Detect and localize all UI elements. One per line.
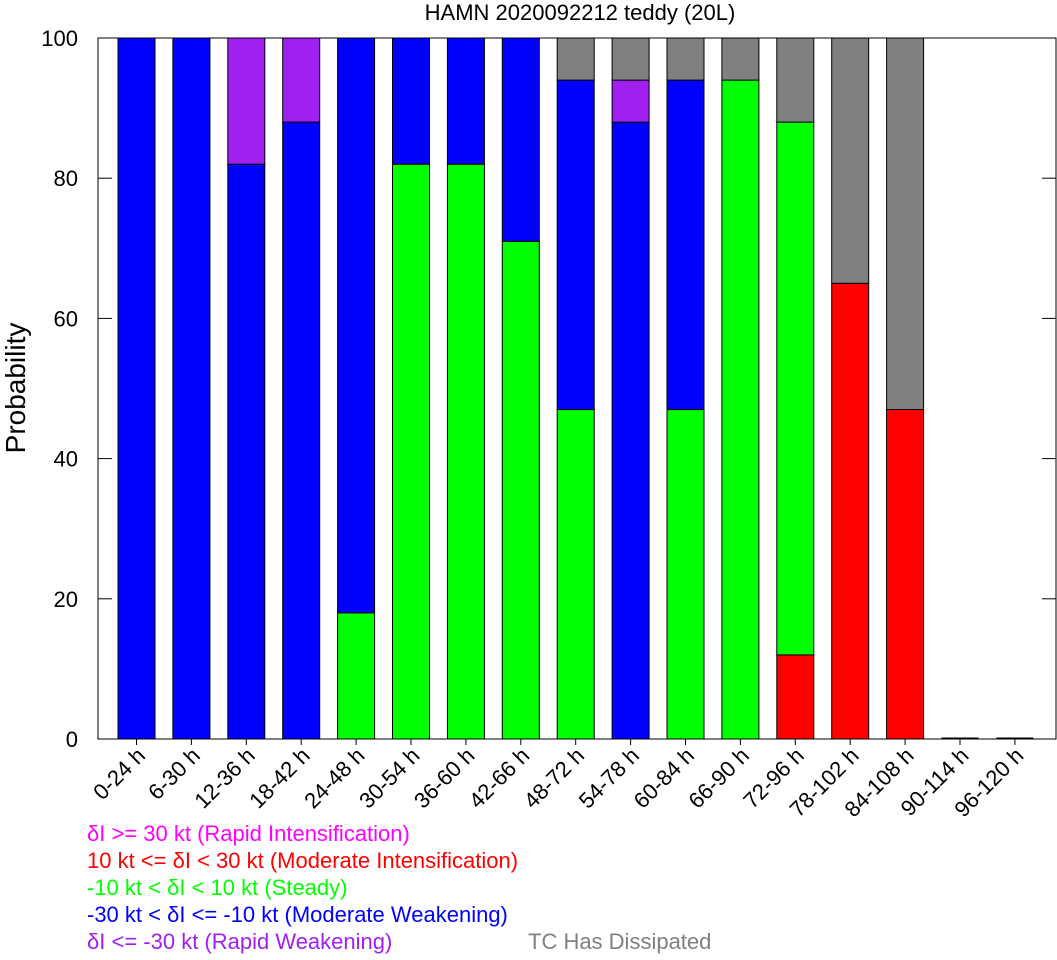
bar-segment [721,37,760,81]
legend-item-rapid-intensification: δI >= 30 kt (Rapid Intensification) [87,821,410,846]
bar-segment [117,37,156,740]
bar-segment [446,37,485,165]
bar-segment [392,37,430,165]
bar-segment [227,37,266,165]
bar-segment [886,37,925,410]
legend-item-steady: -10 kt < δI < 10 kt (Steady) [87,875,348,900]
bar-segment [776,37,815,123]
bar-segment [446,163,485,740]
bar-segment [172,37,211,740]
legend-item-tc-dissipated: TC Has Dissipated [528,929,712,954]
bar-segment [282,37,321,123]
bar-segment [611,121,650,740]
y-tick-label: 0 [66,727,78,752]
plot-frame [97,37,1057,740]
bar-segment [501,37,540,242]
y-tick-label: 60 [54,306,78,331]
x-tick-label: 0-24 h [88,743,150,805]
x-tick-label: 30-54 h [354,743,424,813]
legend-item-rapid-weakening: δI <= -30 kt (Rapid Weakening) [87,929,393,954]
y-tick-label: 80 [54,166,78,191]
x-tick-label: 36-60 h [409,743,479,813]
bar-segment [282,121,321,740]
x-tick-label: 12-36 h [189,743,259,813]
bar-segment [831,282,870,740]
y-axis: 0 20 40 60 80 100 [41,26,1056,752]
x-tick-label: 48-72 h [519,743,589,813]
bar-segment [227,163,266,740]
bar-segment [666,409,705,740]
bar-segment [556,409,595,740]
bar-segment [721,79,760,740]
bar-segment [392,163,430,740]
bar-segment [337,612,376,740]
x-tick-label: 60-84 h [629,743,699,813]
x-tick-label: 42-66 h [464,743,534,813]
bar-segment [666,79,705,411]
x-tick-label: 54-78 h [574,743,644,813]
y-axis-label: Probability [0,323,31,454]
y-tick-label: 20 [54,587,78,612]
chart-title: HAMN 2020092212 teddy (20L) [424,0,736,25]
y-tick-label: 100 [41,26,78,51]
bar-segment [666,37,705,81]
x-tick-label: 24-48 h [299,743,369,813]
bar-segment [337,37,376,614]
x-tick-label: 66-90 h [683,743,753,813]
bar-segment [556,79,595,411]
bar-segment [831,37,870,284]
x-tick-label: 18-42 h [244,743,314,813]
bar-segment [611,37,650,81]
bars-group [117,37,1034,740]
y-tick-label: 40 [54,447,78,472]
bar-segment [776,654,815,740]
bar-segment [501,240,540,740]
bar-segment [611,79,650,123]
bar-segment [556,37,595,81]
legend-item-moderate-weakening: -30 kt < δI <= -10 kt (Moderate Weakenin… [87,902,508,927]
bar-segment [776,121,815,656]
bar-segment [886,409,925,740]
x-axis: 0-24 h6-30 h12-36 h18-42 h24-48 h30-54 h… [88,739,1028,822]
legend-item-moderate-intensification: 10 kt <= δI < 30 kt (Moderate Intensific… [87,848,519,873]
